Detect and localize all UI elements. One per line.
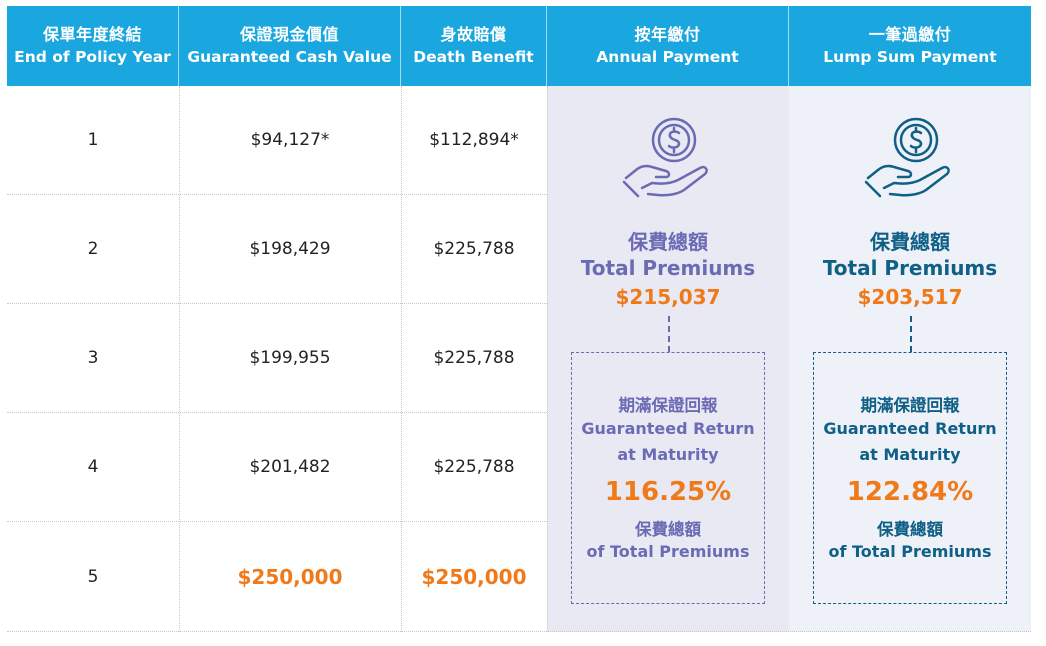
lump-sum-payment-panel: 保費總額 Total Premiums $203,517 期滿保證回報 Guar… bbox=[789, 86, 1031, 632]
cash-value-cell: $198,429 bbox=[249, 239, 331, 259]
dashed-connector bbox=[668, 316, 670, 352]
total-premiums-amount: $215,037 bbox=[615, 285, 721, 309]
guaranteed-return-box: 期滿保證回報 Guaranteed Return at Maturity 122… bbox=[813, 352, 1007, 604]
of-total-premiums-en: of Total Premiums bbox=[586, 542, 750, 561]
total-premiums-amount: $203,517 bbox=[857, 285, 963, 309]
policy-year-cell: 3 bbox=[87, 348, 99, 368]
column-divider bbox=[179, 86, 180, 632]
header-zh: 身故賠償 bbox=[440, 25, 507, 44]
table-body: 1 $94,127* $112,894* 2 $198,429 $225,788… bbox=[7, 86, 1031, 632]
header-en: Annual Payment bbox=[596, 48, 739, 66]
guaranteed-return-en: Guaranteed Return bbox=[581, 419, 755, 438]
table-row: 1 $94,127* $112,894* bbox=[7, 86, 547, 195]
return-percentage: 122.84% bbox=[846, 477, 974, 507]
column-divider bbox=[547, 86, 548, 632]
death-benefit-cell: $250,000 bbox=[421, 564, 527, 589]
policy-year-cell: 2 bbox=[87, 239, 99, 259]
table-bottom-border bbox=[7, 631, 1031, 632]
header-zh: 一筆過繳付 bbox=[868, 25, 952, 44]
column-divider bbox=[401, 86, 402, 632]
policy-year-cell: 4 bbox=[87, 457, 99, 477]
header-en: Lump Sum Payment bbox=[823, 48, 997, 66]
at-maturity-en: at Maturity bbox=[617, 445, 719, 464]
table-header: 保單年度終結 End of Policy Year 保證現金價值 Guarant… bbox=[7, 6, 1031, 86]
table-row: 4 $201,482 $225,788 bbox=[7, 413, 547, 522]
policy-year-cell: 1 bbox=[87, 130, 99, 150]
at-maturity-en: at Maturity bbox=[859, 445, 961, 464]
dashed-connector bbox=[910, 316, 912, 352]
header-lump-sum-payment: 一筆過繳付 Lump Sum Payment bbox=[789, 6, 1031, 86]
cash-value-cell: $199,955 bbox=[249, 348, 331, 368]
guaranteed-return-zh: 期滿保證回報 bbox=[860, 396, 960, 415]
total-premiums-en: Total Premiums bbox=[580, 256, 756, 280]
of-total-premiums-zh: 保費總額 bbox=[877, 520, 943, 539]
death-benefit-cell: $225,788 bbox=[433, 457, 515, 477]
header-en: Guaranteed Cash Value bbox=[187, 48, 392, 66]
return-percentage: 116.25% bbox=[604, 477, 732, 507]
header-policy-year: 保單年度終結 End of Policy Year bbox=[7, 6, 179, 86]
table-row: 3 $199,955 $225,788 bbox=[7, 304, 547, 413]
cash-value-cell: $201,482 bbox=[249, 457, 331, 477]
guaranteed-return-zh: 期滿保證回報 bbox=[618, 396, 718, 415]
header-death-benefit: 身故賠償 Death Benefit bbox=[401, 6, 547, 86]
of-total-premiums-zh: 保費總額 bbox=[635, 520, 701, 539]
total-premiums-en: Total Premiums bbox=[822, 256, 998, 280]
annual-payment-panel: 保費總額 Total Premiums $215,037 期滿保證回報 Guar… bbox=[547, 86, 789, 632]
cash-value-cell: $250,000 bbox=[237, 564, 343, 589]
total-premiums-zh: 保費總額 bbox=[628, 230, 708, 254]
cash-value-cell: $94,127* bbox=[250, 130, 330, 150]
death-benefit-cell: $112,894* bbox=[429, 130, 519, 150]
of-total-premiums-en: of Total Premiums bbox=[828, 542, 992, 561]
header-annual-payment: 按年繳付 Annual Payment bbox=[547, 6, 789, 86]
total-premiums-zh: 保費總額 bbox=[870, 230, 950, 254]
header-zh: 保證現金價值 bbox=[239, 25, 339, 44]
policy-year-cell: 5 bbox=[87, 566, 99, 587]
money-hand-icon bbox=[622, 117, 708, 198]
guaranteed-return-box: 期滿保證回報 Guaranteed Return at Maturity 116… bbox=[571, 352, 765, 604]
header-zh: 按年繳付 bbox=[634, 25, 701, 44]
header-en: End of Policy Year bbox=[14, 48, 171, 66]
guaranteed-return-en: Guaranteed Return bbox=[823, 419, 997, 438]
death-benefit-cell: $225,788 bbox=[433, 239, 515, 259]
table-row: 5 $250,000 $250,000 bbox=[7, 522, 547, 631]
money-hand-icon bbox=[864, 117, 950, 198]
table-row: 2 $198,429 $225,788 bbox=[7, 195, 547, 304]
header-zh: 保單年度終結 bbox=[42, 25, 142, 44]
death-benefit-cell: $225,788 bbox=[433, 348, 515, 368]
header-cash-value: 保證現金價值 Guaranteed Cash Value bbox=[179, 6, 401, 86]
header-en: Death Benefit bbox=[413, 48, 534, 66]
